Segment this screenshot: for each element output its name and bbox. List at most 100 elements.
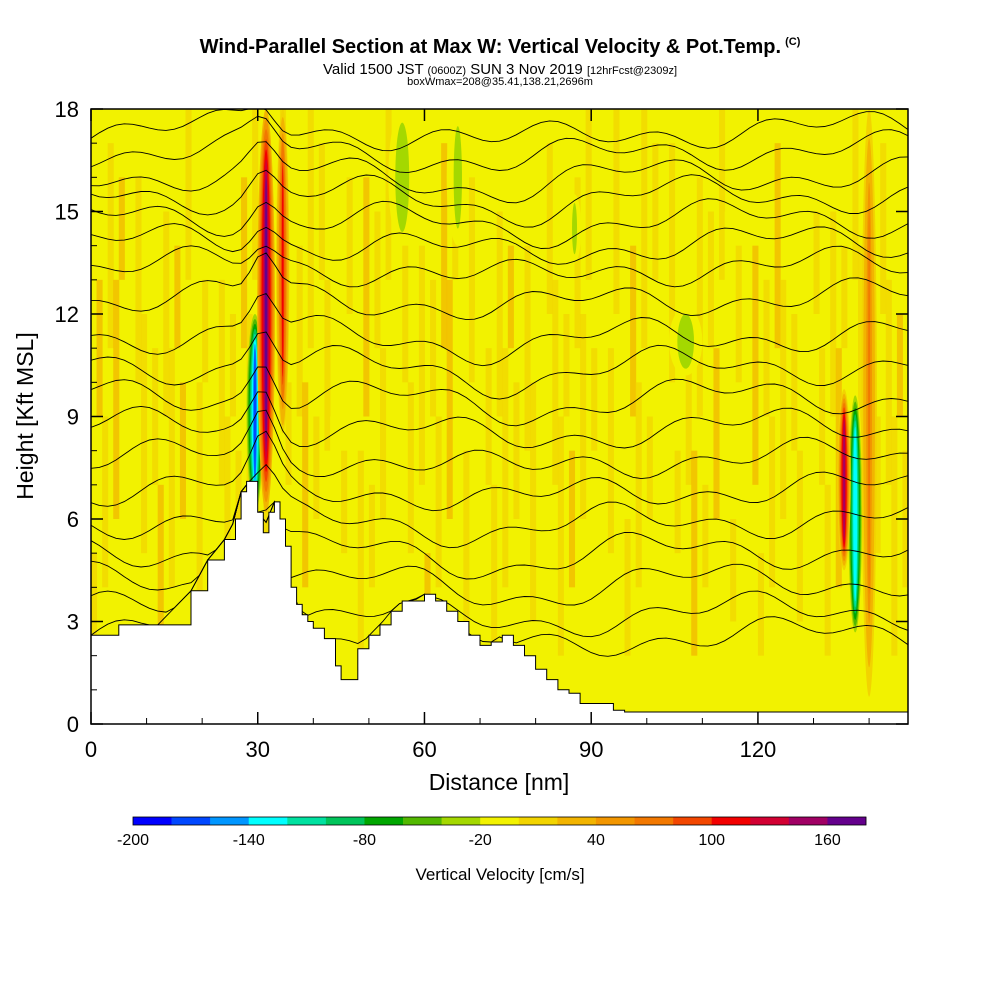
updraft-cell (843, 420, 845, 539)
field-patch (546, 143, 553, 314)
colorbar-swatch (441, 817, 481, 825)
field-patch (202, 279, 209, 383)
colorbar-swatch (518, 817, 558, 825)
velocity-field (91, 109, 908, 697)
y-tick-label: 3 (67, 610, 79, 635)
colorbar-swatch (557, 817, 597, 825)
field-patch (652, 143, 659, 280)
field-patch (657, 279, 664, 451)
isentrope-line (91, 223, 908, 265)
field-patch (580, 314, 587, 519)
colorbar-swatch (711, 817, 751, 825)
field-patch (468, 177, 475, 383)
field-patch (596, 484, 603, 622)
isentrope-line (91, 245, 908, 288)
field-patch (769, 416, 776, 588)
isentrope-line (91, 331, 908, 400)
colorbar-swatch (210, 817, 250, 825)
title-text: Wind-Parallel Section at Max W: Vertical… (199, 36, 782, 58)
colorbar-swatch (248, 817, 288, 825)
field-patch (213, 143, 220, 314)
downdraft-cell (400, 132, 404, 222)
x-tick-label: 60 (412, 737, 436, 762)
field-patch (713, 348, 720, 519)
field-patch (96, 279, 103, 417)
field-patch (491, 484, 498, 656)
field-patch (624, 519, 631, 656)
field-patch (819, 348, 826, 485)
field-patch (530, 382, 537, 622)
colorbar-swatch (480, 817, 520, 825)
field-patch (191, 245, 198, 451)
axes: 0 30 60 90 120 0 3 6 9 12 15 18 (55, 97, 908, 762)
valid-utc: (0600Z) (427, 65, 467, 77)
updraft-cell (868, 211, 871, 594)
isentrope-line (91, 391, 908, 449)
field-patch (418, 245, 425, 485)
isentrope-line (91, 252, 908, 321)
field-patch (763, 279, 770, 417)
field-patch (613, 109, 620, 314)
colorbar-tick-label: 40 (587, 832, 605, 849)
field-patch (618, 382, 626, 485)
y-tick-label: 12 (55, 302, 79, 327)
colorbar-swatch (364, 817, 404, 825)
box-info: boxWmax=208@35.41,138.21,2696m (407, 76, 593, 88)
downdraft-cell (253, 348, 256, 478)
field-patch (435, 416, 442, 588)
colorbar-tick-label: -140 (233, 832, 265, 849)
field-patch (446, 279, 453, 519)
field-patch (780, 279, 787, 519)
field-patch (463, 450, 470, 622)
field-patch (557, 416, 564, 656)
downdraft-cell (683, 319, 688, 364)
field-patch (824, 484, 831, 656)
field-patch (124, 314, 131, 451)
field-patch (368, 484, 375, 588)
field-patch (91, 553, 98, 656)
field-patch (757, 553, 764, 656)
field-patch (329, 416, 337, 622)
isentrope-line (91, 430, 908, 512)
isentrope-line (91, 198, 908, 249)
field-patch (630, 245, 637, 417)
field-patch (885, 279, 892, 485)
valid-prefix: Valid 1500 JST (323, 61, 424, 78)
field-patch (602, 211, 609, 383)
field-patch (241, 177, 248, 349)
field-patch (102, 416, 109, 588)
field-patch (313, 416, 320, 519)
isentrope-line (91, 366, 908, 427)
downdraft-cell (456, 132, 460, 222)
field-patch (485, 348, 492, 485)
updraft-cell (281, 165, 284, 377)
field-patch (430, 279, 437, 417)
field-patch (741, 382, 748, 554)
colorbar-swatch (595, 817, 635, 825)
colorbar-tick-label: -80 (353, 832, 376, 849)
field-patch (318, 143, 325, 280)
colorbar-swatch (673, 817, 712, 825)
terrain (91, 480, 908, 724)
field-patch (179, 382, 186, 519)
field-patch (168, 348, 175, 588)
colorbar-frame (132, 816, 867, 826)
field-patch (407, 382, 414, 554)
field-patch (141, 314, 148, 554)
field-patch (224, 416, 231, 656)
colorbar-swatch (403, 817, 442, 825)
colorbar-swatch (750, 817, 790, 825)
field-patch (591, 348, 598, 451)
isentrope-line (91, 480, 908, 580)
colorbar-tick-label: -200 (117, 832, 149, 849)
isentrope-line (91, 292, 908, 367)
colorbar-title: Vertical Velocity [cm/s] (415, 865, 584, 884)
field-patch (174, 245, 181, 349)
colorbar-swatch (287, 817, 327, 825)
field-patch (641, 109, 648, 349)
field-patch (113, 279, 120, 519)
terrain-profile (91, 480, 908, 724)
field-patch (857, 245, 865, 451)
field-patch (185, 109, 192, 280)
